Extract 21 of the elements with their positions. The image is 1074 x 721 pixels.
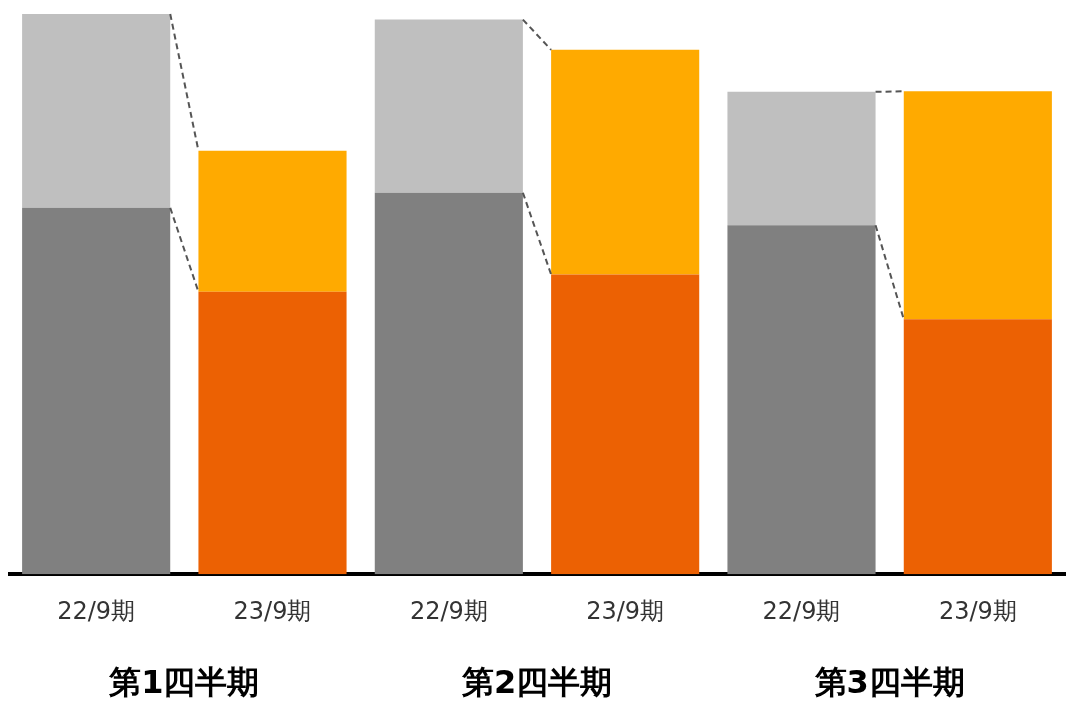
bar [22,207,171,575]
bar [551,274,700,575]
bar [903,319,1052,575]
bar [374,192,523,575]
x-tick-label: 23/9期 [586,596,665,625]
text: 第1四半期 [108,663,260,702]
text: 第2四半期 [460,663,613,702]
x-tick-label: 23/9期 [233,596,312,625]
bar [903,91,1052,320]
x-tick-label: 22/9期 [57,596,136,625]
x-tick-label: 22/9期 [409,596,488,625]
text: 第3四半期 [813,663,965,702]
bar [22,14,171,208]
x-tick-label: 23/9期 [938,596,1017,625]
bar [374,19,523,193]
bar [551,49,700,275]
bar [198,291,347,575]
bar [727,225,876,575]
bar [727,91,876,226]
x-tick-label: 22/9期 [762,596,841,625]
bar [198,150,347,292]
